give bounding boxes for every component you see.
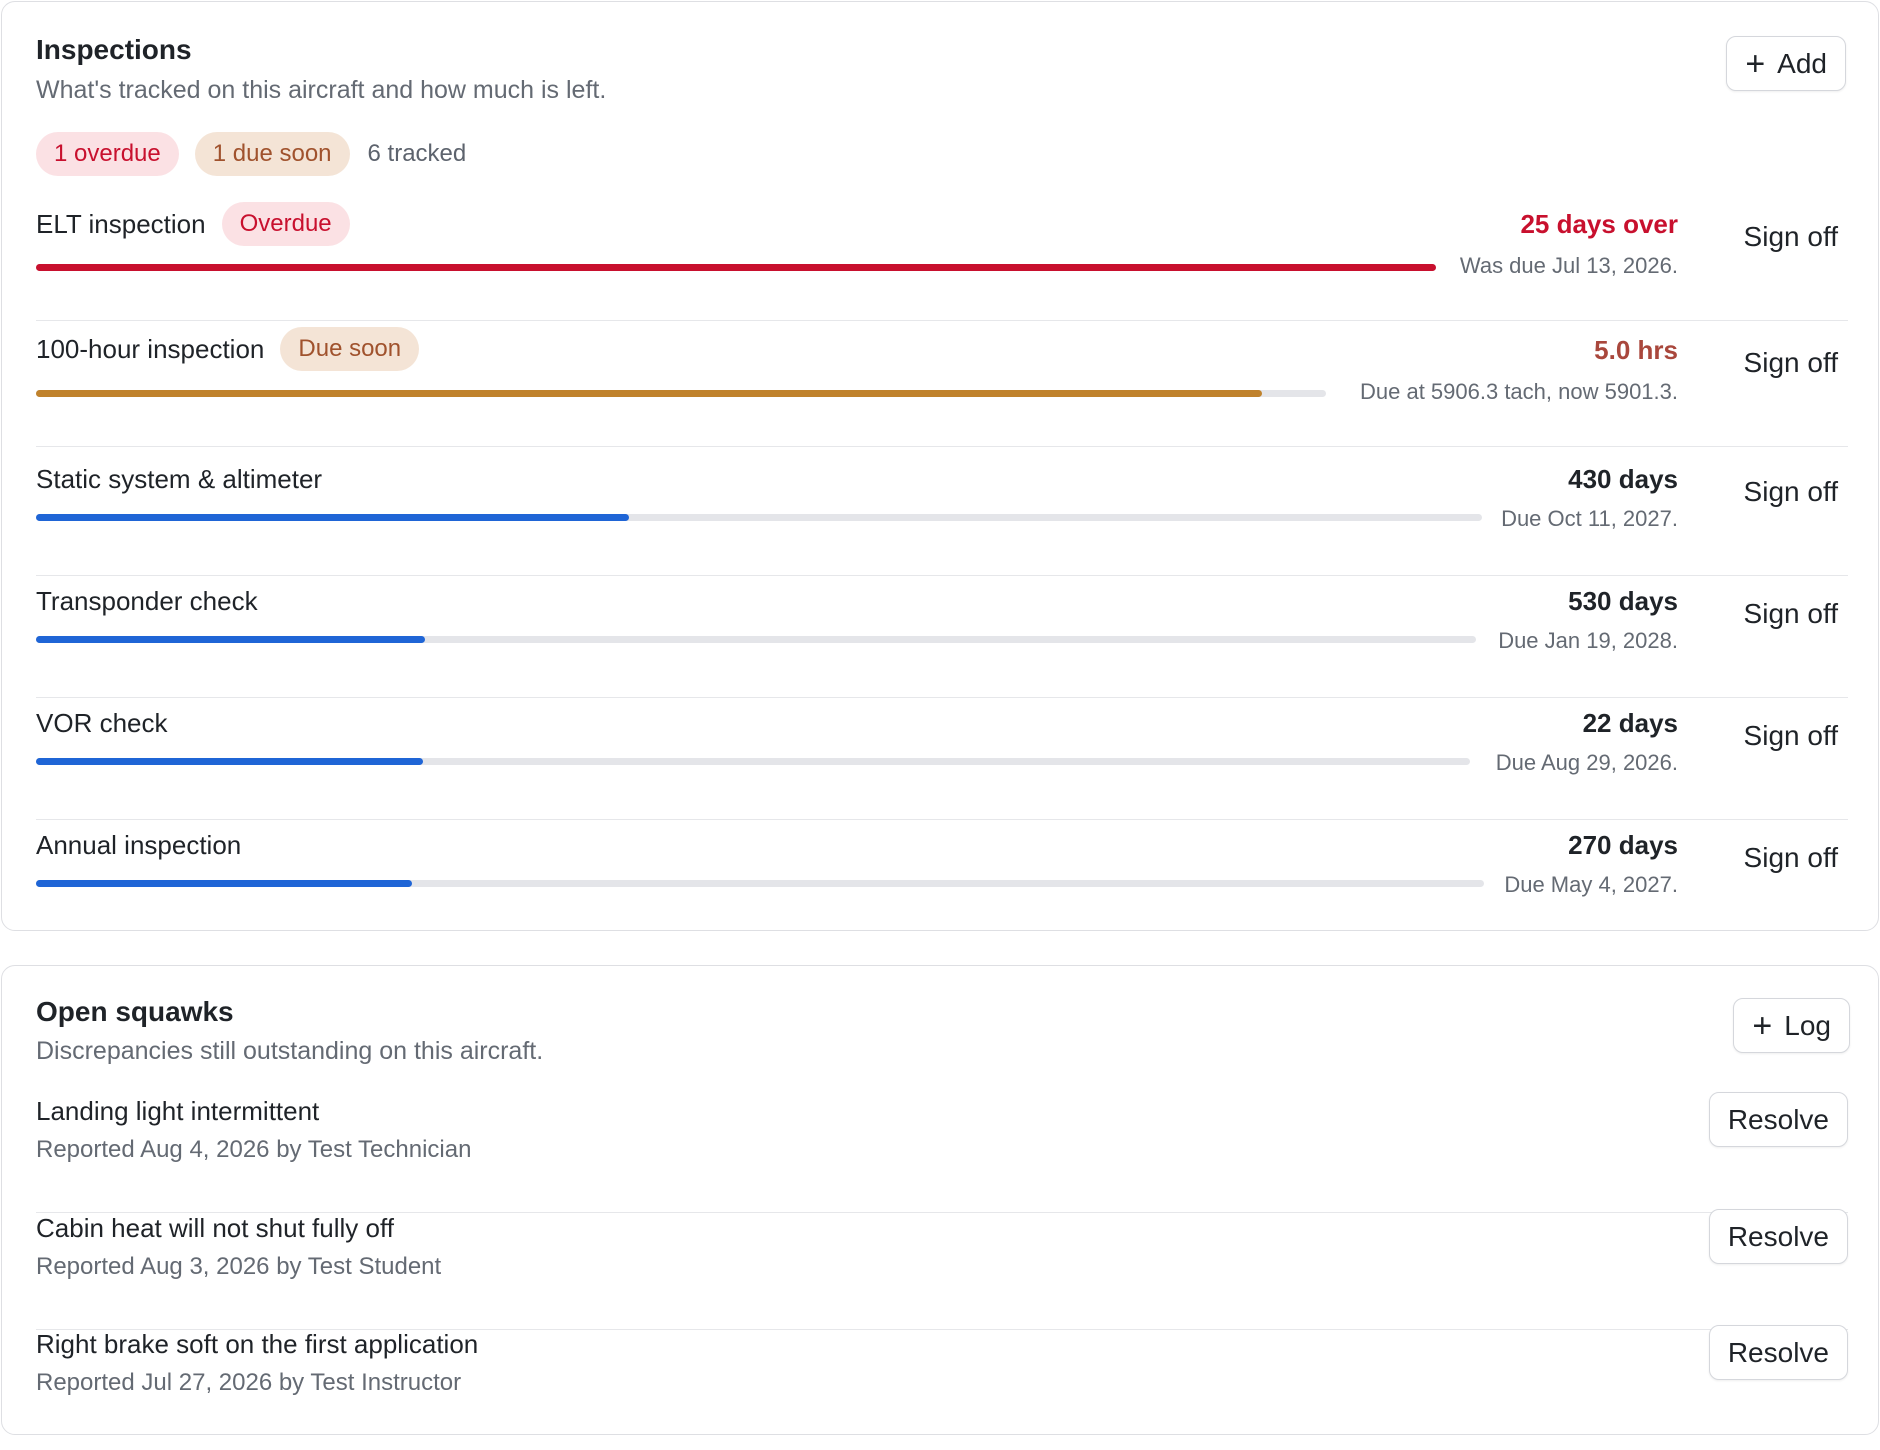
- remaining-value: 270 days: [1568, 830, 1678, 860]
- progress-fill: [36, 758, 424, 765]
- squawk-meta: Reported Aug 4, 2026 by Test Technician: [36, 1136, 472, 1163]
- inspection-row: ELT inspection Overdue 25 days over Was …: [36, 199, 1848, 321]
- squawk-title: Right brake soft on the first applicatio…: [36, 1329, 479, 1359]
- inspection-name: Static system & altimeter: [36, 464, 323, 494]
- squawks-title: Open squawks: [36, 996, 234, 1027]
- squawks-subtitle: Discrepancies still outstanding on this …: [36, 1037, 544, 1065]
- progress-fill: [36, 880, 413, 887]
- squawk-title: Cabin heat will not shut fully off: [36, 1213, 394, 1243]
- squawk-item: Landing light intermittent Reported Aug …: [36, 1092, 1848, 1213]
- tracked-count: 6 tracked: [367, 140, 467, 167]
- status-badge: Due soon: [280, 327, 420, 371]
- inspection-summary: 1 overdue 1 due soon 6 tracked: [36, 132, 466, 176]
- log-button-label: Log: [1784, 1009, 1831, 1041]
- inspections-title: Inspections: [36, 34, 192, 65]
- progress-fill: [36, 636, 425, 643]
- plus-icon: +: [1745, 44, 1766, 83]
- log-squawk-button[interactable]: + Log: [1733, 998, 1850, 1053]
- status-badge: Overdue: [221, 202, 350, 246]
- inspection-name: Annual inspection: [36, 830, 242, 860]
- resolve-button[interactable]: Resolve: [1708, 1092, 1848, 1147]
- squawk-item: Cabin heat will not shut fully off Repor…: [36, 1209, 1848, 1330]
- sign-off-button[interactable]: Sign off: [1743, 720, 1838, 751]
- squawks-card: Open squawks Discrepancies still outstan…: [1, 965, 1879, 1435]
- inspection-row: Static system & altimeter 430 days Due O…: [36, 454, 1848, 576]
- sign-off-button[interactable]: Sign off: [1743, 476, 1838, 507]
- inspection-name: Transponder check: [36, 586, 258, 616]
- inspection-row: 100-hour inspection Due soon 5.0 hrs Due…: [36, 325, 1848, 447]
- remaining-value: 5.0 hrs: [1594, 335, 1678, 365]
- progress-fill: [36, 264, 1436, 271]
- overdue-count-badge: 1 overdue: [36, 132, 179, 176]
- sign-off-button[interactable]: Sign off: [1743, 221, 1838, 252]
- progress-track: [36, 390, 1326, 397]
- progress-track: [36, 636, 1476, 643]
- progress-track: [36, 514, 1482, 521]
- progress-track: [36, 880, 1484, 887]
- inspections-card: Inspections What's tracked on this aircr…: [1, 1, 1879, 931]
- resolve-button[interactable]: Resolve: [1708, 1209, 1848, 1264]
- plus-icon: +: [1752, 1006, 1773, 1045]
- squawk-meta: Reported Aug 3, 2026 by Test Student: [36, 1253, 442, 1280]
- inspection-row: VOR check 22 days Due Aug 29, 2026. Sign…: [36, 698, 1848, 820]
- inspection-row: Transponder check 530 days Due Jan 19, 2…: [36, 576, 1848, 698]
- sign-off-button[interactable]: Sign off: [1743, 598, 1838, 629]
- add-inspection-button[interactable]: + Add: [1726, 36, 1846, 91]
- inspection-name: VOR check: [36, 708, 168, 738]
- due-soon-count-badge: 1 due soon: [194, 132, 350, 176]
- squawk-meta: Reported Jul 27, 2026 by Test Instructor: [36, 1369, 462, 1396]
- due-text: Due Oct 11, 2027.: [1501, 506, 1678, 531]
- add-button-label: Add: [1777, 47, 1827, 79]
- squawk-item: Right brake soft on the first applicatio…: [36, 1325, 1848, 1446]
- remaining-value: 430 days: [1568, 464, 1678, 494]
- sign-off-button[interactable]: Sign off: [1743, 347, 1838, 378]
- inspection-name: ELT inspection: [36, 208, 206, 239]
- progress-track: [36, 264, 1436, 271]
- remaining-value: 25 days over: [1520, 209, 1678, 239]
- due-text: Due Jan 19, 2028.: [1498, 628, 1678, 653]
- due-text: Due May 4, 2027.: [1504, 872, 1678, 897]
- due-text: Due Aug 29, 2026.: [1495, 750, 1678, 775]
- sign-off-button[interactable]: Sign off: [1743, 842, 1838, 873]
- progress-track: [36, 758, 1470, 765]
- due-text: Due at 5906.3 tach, now 5901.3.: [1359, 379, 1678, 404]
- inspections-subtitle: What's tracked on this aircraft and how …: [36, 76, 607, 104]
- remaining-value: 22 days: [1582, 708, 1678, 738]
- inspection-row: Annual inspection 270 days Due May 4, 20…: [36, 820, 1848, 942]
- progress-fill: [36, 390, 1262, 397]
- resolve-button[interactable]: Resolve: [1708, 1325, 1848, 1380]
- inspection-name: 100-hour inspection: [36, 333, 265, 364]
- squawk-title: Landing light intermittent: [36, 1096, 320, 1126]
- remaining-value: 530 days: [1568, 586, 1678, 616]
- due-text: Was due Jul 13, 2026.: [1459, 253, 1678, 278]
- progress-fill: [36, 514, 629, 521]
